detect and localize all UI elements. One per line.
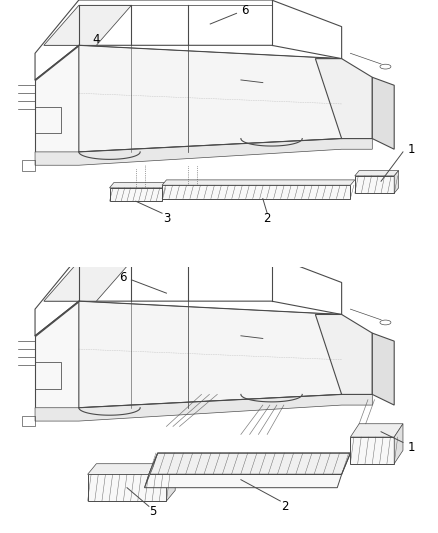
Polygon shape — [162, 185, 350, 199]
Polygon shape — [372, 77, 394, 149]
Text: 6: 6 — [119, 271, 127, 284]
Polygon shape — [88, 474, 166, 501]
Polygon shape — [79, 45, 342, 152]
Polygon shape — [350, 437, 394, 464]
Polygon shape — [394, 424, 403, 464]
Text: 2: 2 — [281, 500, 289, 513]
Polygon shape — [394, 171, 399, 193]
Polygon shape — [79, 301, 342, 408]
Text: 5: 5 — [150, 505, 157, 518]
Text: 6: 6 — [241, 4, 249, 17]
Polygon shape — [372, 333, 394, 405]
Polygon shape — [44, 5, 131, 45]
Polygon shape — [355, 176, 394, 193]
Polygon shape — [110, 182, 166, 188]
Polygon shape — [166, 464, 175, 501]
Text: 2: 2 — [263, 212, 271, 225]
Polygon shape — [350, 424, 403, 437]
Polygon shape — [145, 453, 158, 488]
Polygon shape — [88, 464, 175, 474]
Polygon shape — [315, 59, 372, 139]
Polygon shape — [149, 453, 350, 474]
Polygon shape — [35, 45, 79, 152]
Polygon shape — [35, 301, 79, 408]
Polygon shape — [44, 261, 131, 301]
Text: 1: 1 — [408, 143, 416, 156]
Polygon shape — [35, 139, 372, 165]
Polygon shape — [315, 314, 372, 394]
Text: 4: 4 — [92, 34, 100, 46]
Text: 3: 3 — [163, 212, 170, 225]
Polygon shape — [162, 180, 355, 185]
Polygon shape — [355, 171, 399, 176]
Polygon shape — [35, 394, 372, 421]
Polygon shape — [145, 474, 342, 488]
Text: 1: 1 — [408, 441, 416, 454]
Polygon shape — [110, 188, 162, 201]
